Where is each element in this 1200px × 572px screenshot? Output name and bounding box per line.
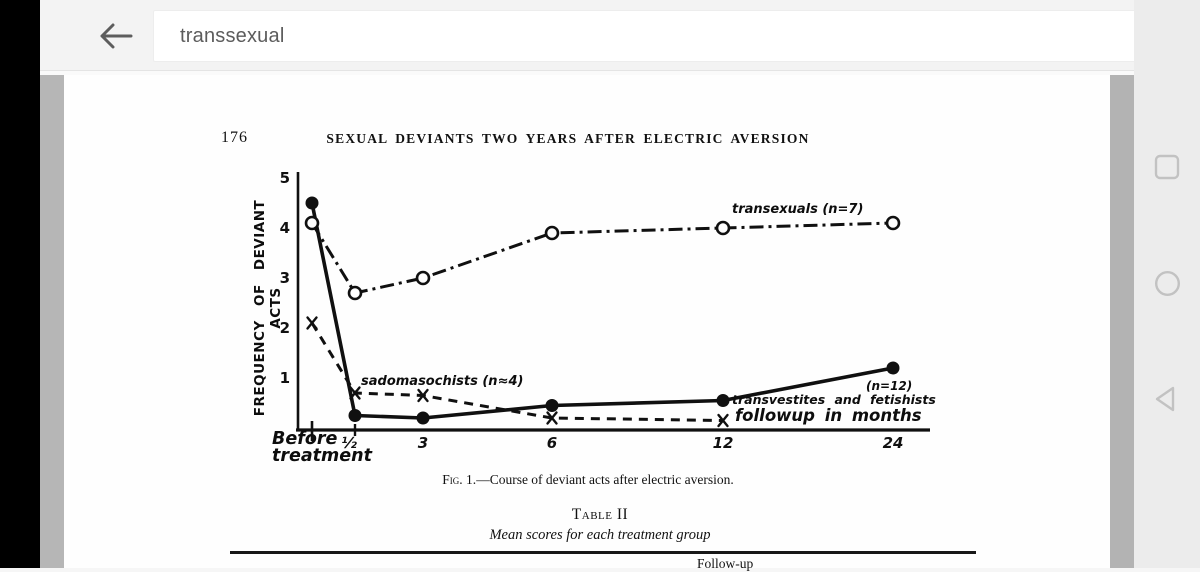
series-line-transexuals	[310, 221, 894, 295]
table-top-rule	[230, 551, 976, 554]
marker-open-circle	[544, 225, 560, 241]
table-title: Table II	[571, 506, 629, 523]
series-label-transvestites-n: (n=12)	[866, 379, 913, 393]
home-button[interactable]	[1134, 253, 1200, 313]
series-label-transvestites: transvestites and fetishists	[732, 392, 936, 407]
y-tick-label: 1	[280, 369, 290, 387]
page-margin-left	[40, 75, 64, 568]
page-number: 176	[221, 129, 248, 146]
marker-filled-circle	[545, 399, 559, 412]
back-arrow-icon	[97, 23, 135, 54]
table-column-header-partial: Follow-up	[697, 556, 754, 571]
x-tick-label: 12	[713, 434, 734, 452]
marker-filled-circle	[886, 361, 900, 375]
marker-filled-circle	[416, 411, 430, 425]
y-tick-label: 2	[280, 319, 290, 337]
marker-x	[306, 316, 318, 330]
left-letterbox	[0, 0, 40, 568]
marker-open-circle	[304, 215, 320, 231]
series-label-sadomasochists: sadomasochists (n≈4)	[361, 374, 524, 389]
figure-caption: Fig. 1.—Course of deviant acts after ele…	[442, 472, 734, 487]
marker-open-circle	[885, 215, 901, 231]
x-tick-before-treatment: Before treatment	[272, 429, 372, 466]
marker-open-circle	[347, 285, 363, 301]
search-query-text: transsexual	[180, 25, 285, 47]
android-nav-bar	[1134, 0, 1200, 568]
x-axis-label: followup in months	[735, 406, 922, 425]
recents-square-icon	[1134, 154, 1200, 180]
search-app-bar: transsexual	[40, 0, 1162, 71]
series-label-transexuals: transexuals (n=7)	[732, 202, 864, 217]
marker-open-circle	[415, 270, 431, 286]
marker-x	[546, 411, 558, 425]
marker-open-circle	[715, 220, 731, 236]
marker-filled-circle	[716, 394, 730, 407]
back-button[interactable]	[94, 20, 138, 54]
y-tick-label: 3	[280, 269, 290, 287]
y-tick-label: 5	[280, 169, 290, 187]
series-line-sadomasochists	[310, 322, 724, 422]
marker-filled-circle	[348, 409, 362, 422]
back-nav-button[interactable]	[1134, 369, 1200, 429]
marker-x	[717, 413, 729, 428]
recents-button[interactable]	[1134, 137, 1200, 197]
figure-1-chart: 5 4 3 2 1 ½ 3 6 12 24	[280, 169, 930, 452]
document-page	[64, 75, 1110, 568]
home-circle-icon	[1134, 270, 1200, 297]
back-triangle-icon	[1134, 385, 1200, 413]
table-subtitle: Mean scores for each treatment group	[489, 527, 711, 543]
marker-x	[417, 388, 429, 403]
x-tick-label: 24	[883, 434, 904, 452]
search-input[interactable]: transsexual	[153, 10, 1162, 62]
running-title: SEXUAL DEVIANTS TWO YEARS AFTER ELECTRIC…	[326, 131, 810, 146]
marker-filled-circle	[305, 196, 319, 210]
marker-x	[349, 386, 361, 400]
y-axis-label: FREQUENCY OF DEVIANT ACTS	[252, 199, 284, 417]
x-tick-label: 3	[418, 434, 428, 452]
y-tick-label: 4	[280, 219, 290, 237]
x-tick-label: ½	[341, 434, 357, 452]
x-tick-label: 6	[547, 434, 557, 452]
page-margin-right	[1110, 75, 1134, 568]
